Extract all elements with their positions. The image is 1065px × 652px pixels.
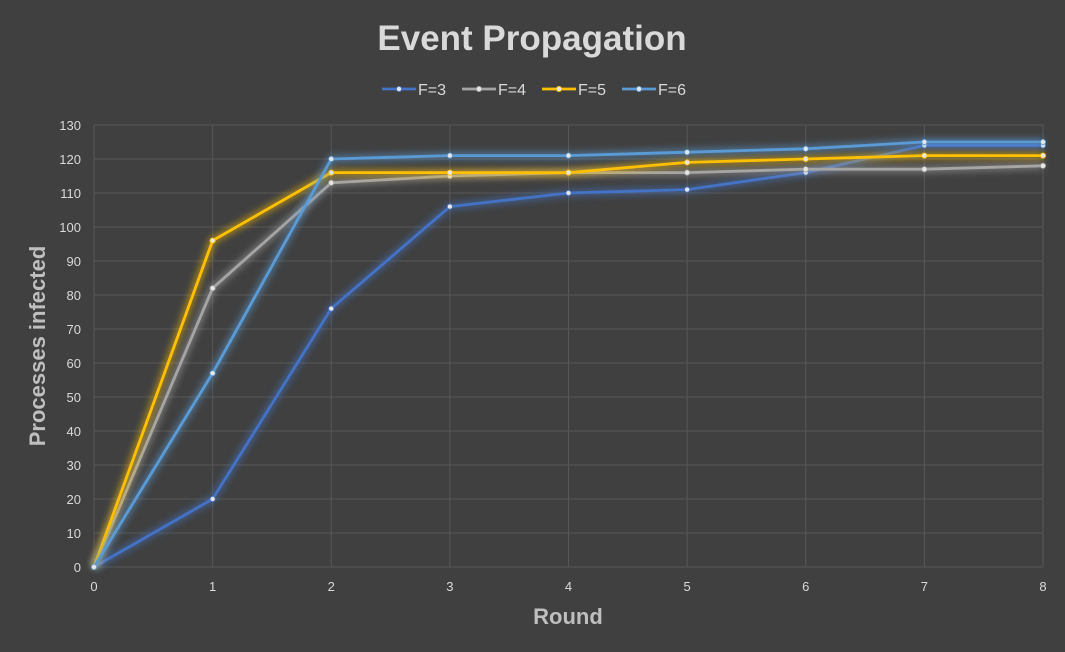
data-point xyxy=(565,152,572,159)
y-tick-label: 50 xyxy=(67,390,81,405)
series-group xyxy=(90,138,1047,571)
y-tick-label: 20 xyxy=(67,492,81,507)
data-point xyxy=(446,169,453,176)
data-point xyxy=(1040,162,1047,169)
data-point xyxy=(209,285,216,292)
data-point xyxy=(1040,152,1047,159)
x-tick-label: 8 xyxy=(1039,579,1046,594)
legend-marker xyxy=(636,86,643,93)
x-tick-label: 2 xyxy=(328,579,335,594)
x-tick-label: 3 xyxy=(446,579,453,594)
y-tick-label: 130 xyxy=(59,118,81,133)
y-tick-label: 70 xyxy=(67,322,81,337)
chart-title: Event Propagation xyxy=(377,19,686,58)
legend-label: F=6 xyxy=(658,82,686,99)
x-axis-title: Round xyxy=(533,604,603,629)
series-4 xyxy=(91,138,1047,571)
data-point xyxy=(1040,138,1047,145)
legend-marker xyxy=(556,86,563,93)
y-axis-title: Processes infected xyxy=(25,246,50,447)
y-tick-label: 10 xyxy=(67,526,81,541)
legend-marker xyxy=(475,86,482,93)
data-point xyxy=(446,152,453,159)
data-point xyxy=(802,145,809,152)
data-point xyxy=(802,166,809,173)
legend-item-1: F=3 xyxy=(382,82,446,99)
x-axis-ticks: 0 1 2 3 4 5 6 7 8 xyxy=(90,579,1046,594)
x-tick-label: 4 xyxy=(565,579,572,594)
data-point xyxy=(328,155,335,162)
legend-marker xyxy=(395,86,402,93)
data-point xyxy=(684,159,691,166)
y-tick-label: 90 xyxy=(67,254,81,269)
data-point xyxy=(91,564,98,571)
data-point xyxy=(802,155,809,162)
data-point xyxy=(921,152,928,159)
data-point xyxy=(684,186,691,193)
data-point xyxy=(684,149,691,156)
y-tick-label: 120 xyxy=(59,152,81,167)
y-tick-label: 80 xyxy=(67,288,81,303)
data-point xyxy=(446,203,453,210)
y-tick-label: 110 xyxy=(60,186,81,201)
x-tick-label: 7 xyxy=(921,579,928,594)
data-point xyxy=(328,179,335,186)
x-tick-label: 1 xyxy=(209,579,216,594)
data-point xyxy=(565,169,572,176)
legend-label: F=4 xyxy=(498,82,526,99)
data-point xyxy=(921,138,928,145)
y-tick-label: 0 xyxy=(74,560,81,575)
legend-item-2: F=4 xyxy=(462,82,526,99)
y-tick-label: 60 xyxy=(67,356,81,371)
y-tick-label: 30 xyxy=(67,458,81,473)
x-tick-label: 0 xyxy=(90,579,97,594)
legend-item-4: F=6 xyxy=(622,82,686,99)
y-tick-label: 40 xyxy=(67,424,81,439)
y-tick-label: 100 xyxy=(59,220,81,235)
legend-label: F=5 xyxy=(578,82,606,99)
data-point xyxy=(328,169,335,176)
data-point xyxy=(565,189,572,196)
legend: F=3 F=4 F=5 F=6 xyxy=(382,82,686,99)
gridlines xyxy=(93,124,1044,568)
data-point xyxy=(209,370,216,377)
x-tick-label: 6 xyxy=(802,579,809,594)
data-point xyxy=(209,237,216,244)
data-point xyxy=(921,166,928,173)
data-point xyxy=(328,305,335,312)
legend-label: F=3 xyxy=(418,82,446,99)
data-point xyxy=(209,495,216,502)
x-tick-label: 5 xyxy=(684,579,691,594)
y-axis-ticks: 0 10 20 30 40 50 60 70 80 90 100 110 120 130 xyxy=(59,118,81,575)
data-point xyxy=(684,169,691,176)
legend-item-3: F=5 xyxy=(542,82,606,99)
